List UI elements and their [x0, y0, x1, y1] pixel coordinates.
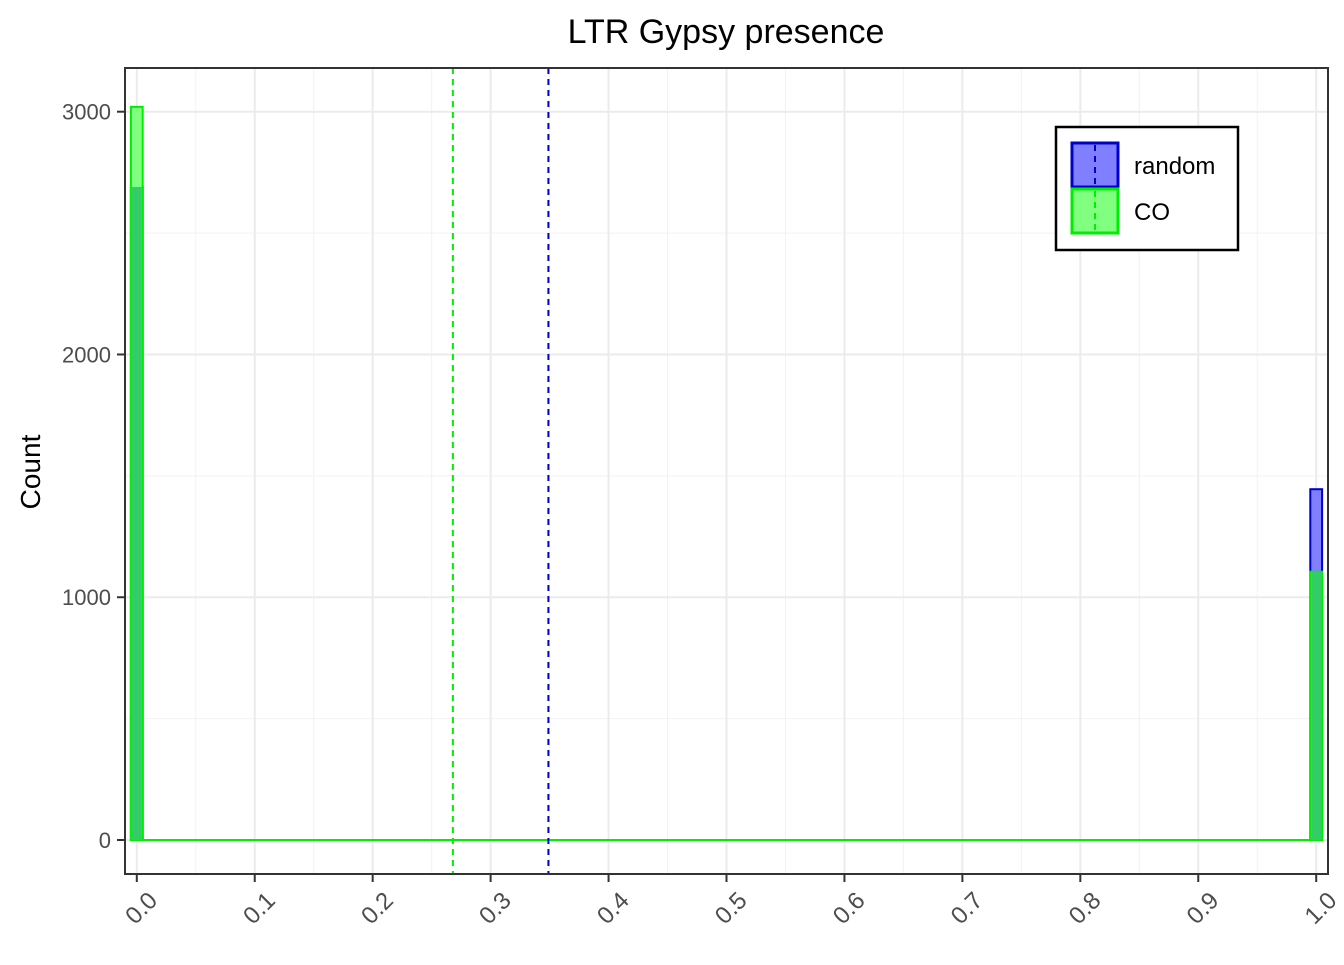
x-tick-label: 0.9: [1182, 887, 1225, 930]
x-tick-label: 0.5: [710, 887, 753, 930]
x-tick-label: 0.2: [356, 887, 399, 930]
x-tick-label: 0.8: [1064, 887, 1107, 930]
y-tick-label: 1000: [62, 585, 111, 610]
y-tick-label: 2000: [62, 342, 111, 367]
x-tick-label: 0.3: [474, 887, 517, 930]
y-axis-label: Count: [15, 434, 46, 509]
bars: [129, 105, 1324, 842]
bar-overlap-1.0: [1311, 571, 1322, 841]
chart-title: LTR Gypsy presence: [568, 13, 885, 51]
y-tick-label: 0: [99, 828, 111, 853]
x-tick-label: 0.7: [946, 887, 989, 930]
y-tick-label: 3000: [62, 100, 111, 125]
x-tick-label: 1.0: [1300, 887, 1343, 930]
x-tick-label: 0.1: [238, 887, 281, 930]
legend-label-co: CO: [1134, 199, 1170, 226]
bar-overlap-0.0: [131, 186, 142, 841]
mean-lines: [451, 68, 550, 874]
x-tick-label: 0.6: [828, 887, 871, 930]
x-tick-label: 0.4: [592, 887, 635, 930]
x-tick-label: 0.0: [120, 887, 163, 930]
legend: random CO: [1054, 125, 1240, 252]
legend-label-random: random: [1134, 153, 1215, 180]
